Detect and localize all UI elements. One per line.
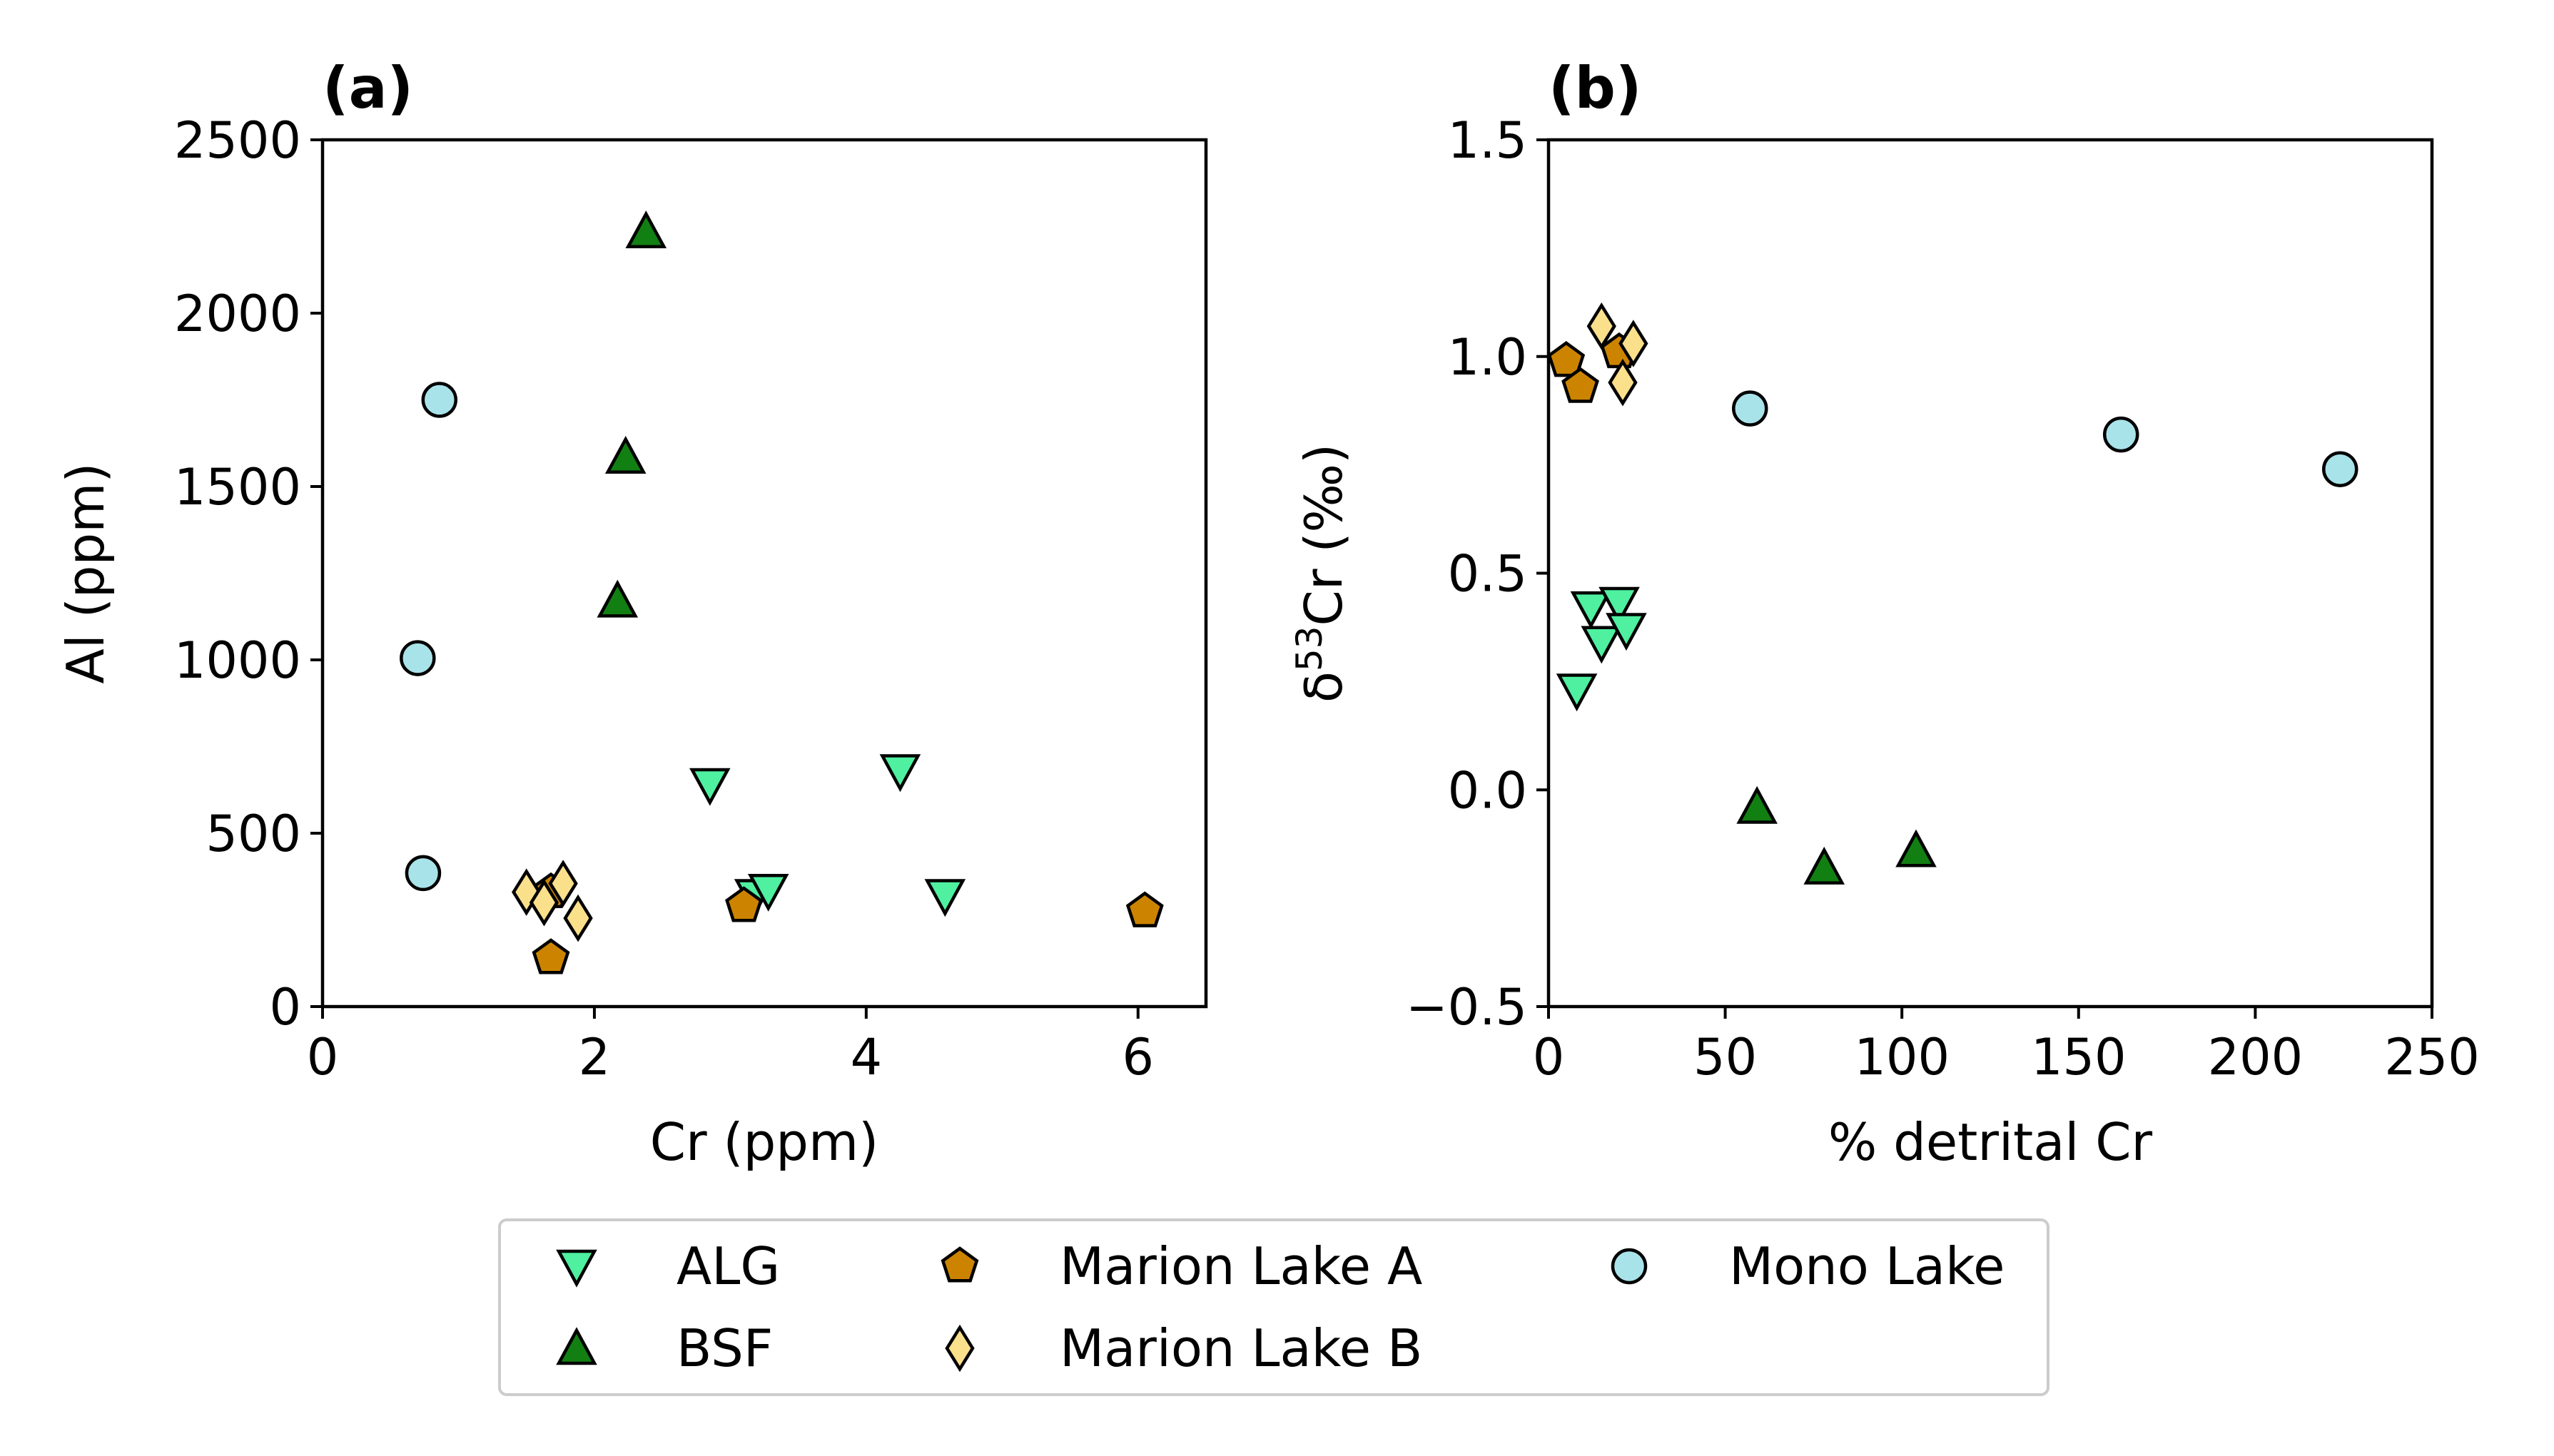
series-marion-lake-b	[1586, 302, 1648, 407]
plot-frame	[320, 138, 1208, 1009]
y-axis-label: δ53Cr (‰)	[1289, 444, 1354, 703]
point-bsf	[1895, 829, 1937, 867]
y-tick-label: 500	[206, 805, 301, 863]
x-tick-label: 250	[2384, 1028, 2480, 1086]
point-alg	[1598, 586, 1640, 625]
point-mono-lake	[2102, 416, 2139, 453]
series-marion-lake-a	[1547, 332, 1638, 403]
point-alg	[924, 879, 966, 917]
series-mono-lake	[400, 382, 458, 892]
x-tick-label: 100	[1854, 1028, 1950, 1086]
point-marion-lake-b	[548, 860, 578, 907]
panel-a: 0 2 4 6 0 500 1000 1500 2000 2500 (a) Cr (ppm) Al (p…	[56, 55, 1208, 1172]
y-tick-label: 1500	[174, 458, 301, 516]
y-axis-label-main: δ	[1294, 671, 1354, 703]
legend-item-marion-lake-b: Marion Lake B	[945, 1318, 1422, 1378]
x-tick-label: 200	[2208, 1028, 2304, 1086]
series-alg	[689, 754, 966, 917]
y-tick-label: 1.0	[1448, 328, 1527, 387]
y-axis-label-main: Al (ppm)	[56, 463, 116, 684]
series-bsf	[597, 210, 667, 618]
point-marion-lake-a	[532, 938, 570, 974]
plot-frame	[1546, 138, 2434, 1009]
legend-marker-marion-lake-b	[945, 1324, 975, 1373]
point-marion-lake-b	[1618, 320, 1648, 367]
legend-label: Marion Lake A	[1060, 1236, 1422, 1296]
point-alg	[879, 754, 921, 793]
point-alg	[1556, 673, 1598, 712]
series-mono-lake	[1732, 390, 2358, 487]
legend-item-marion-lake-a: Marion Lake A	[941, 1236, 1422, 1296]
point-marion-lake-b	[1608, 358, 1638, 407]
y-tick-label: 0.0	[1448, 761, 1527, 820]
y-tick-label: 0.5	[1448, 545, 1527, 604]
point-marion-lake-b	[529, 878, 559, 927]
point-mono-lake	[421, 382, 458, 418]
y-tick-label: −0.5	[1406, 978, 1527, 1037]
point-bsf	[597, 579, 639, 618]
y-axis-label-superscript: 53	[1289, 626, 1330, 671]
point-marion-lake-a	[1547, 341, 1586, 377]
legend-item-bsf: BSF	[556, 1318, 773, 1378]
point-alg	[689, 768, 731, 806]
point-alg	[1606, 613, 1647, 651]
x-tick-label: 2	[579, 1028, 611, 1086]
series-bsf	[1736, 785, 1937, 885]
point-mono-lake	[2321, 451, 2358, 487]
legend-marker-mono-lake	[1611, 1248, 1648, 1285]
x-tick-label: 0	[1533, 1028, 1565, 1086]
legend-box	[498, 1218, 2049, 1396]
x-tick-label: 4	[851, 1028, 883, 1086]
legend-label: Marion Lake B	[1060, 1318, 1422, 1378]
point-alg	[747, 873, 789, 912]
point-marion-lake-a	[725, 886, 763, 922]
legend-label: Mono Lake	[1729, 1236, 2005, 1296]
y-tick-label: 1.5	[1448, 111, 1527, 170]
point-mono-lake	[1732, 390, 1768, 427]
x-axis-label: % detrital Cr	[1828, 1112, 2153, 1172]
point-bsf	[1803, 846, 1845, 885]
point-bsf	[1736, 785, 1778, 824]
point-marion-lake-b	[1586, 302, 1616, 350]
x-axis-label: Cr (ppm)	[650, 1112, 878, 1172]
x-tick-label: 0	[307, 1028, 339, 1086]
legend-marker-alg	[556, 1249, 597, 1288]
point-mono-lake	[400, 640, 436, 676]
point-marion-lake-a	[1561, 367, 1599, 403]
point-mono-lake	[405, 855, 442, 892]
legend-marker-marion-lake-a	[941, 1246, 979, 1283]
legend-label: ALG	[676, 1236, 780, 1296]
series-alg	[1556, 586, 1647, 712]
y-axis-label: Al (ppm)	[56, 463, 116, 684]
x-tick-label: 150	[2031, 1028, 2127, 1086]
legend-item-mono-lake: Mono Lake	[1611, 1236, 2005, 1296]
point-bsf	[625, 210, 667, 249]
series-marion-lake-a	[532, 872, 1164, 974]
point-alg	[1570, 591, 1612, 629]
y-tick-label: 2500	[174, 111, 301, 170]
point-marion-lake-a	[1125, 891, 1164, 927]
panel-title: (a)	[323, 55, 413, 121]
panel-b: 0 50 100 150 200 250 −0.5 0.0 0.5 1.0 1.5 (b) % detr…	[1289, 55, 2480, 1172]
legend-marker-bsf	[556, 1327, 597, 1365]
point-bsf	[604, 435, 647, 474]
panel-title: (b)	[1549, 55, 1641, 121]
x-tick-label: 6	[1122, 1028, 1154, 1086]
point-alg	[1581, 626, 1623, 664]
legend-item-alg: ALG	[556, 1236, 780, 1296]
legend: ALG BSF Marion Lake A Marion Lake B Mono Lak…	[498, 1218, 2049, 1396]
y-tick-label: 1000	[174, 631, 301, 690]
x-tick-label: 50	[1693, 1028, 1757, 1086]
y-tick-label: 2000	[174, 285, 301, 343]
legend-label: BSF	[676, 1318, 773, 1378]
y-tick-label: 0	[269, 978, 301, 1037]
series-marion-lake-b	[512, 860, 593, 942]
point-marion-lake-b	[563, 894, 593, 942]
y-axis-label-suffix: Cr (‰)	[1294, 444, 1354, 626]
